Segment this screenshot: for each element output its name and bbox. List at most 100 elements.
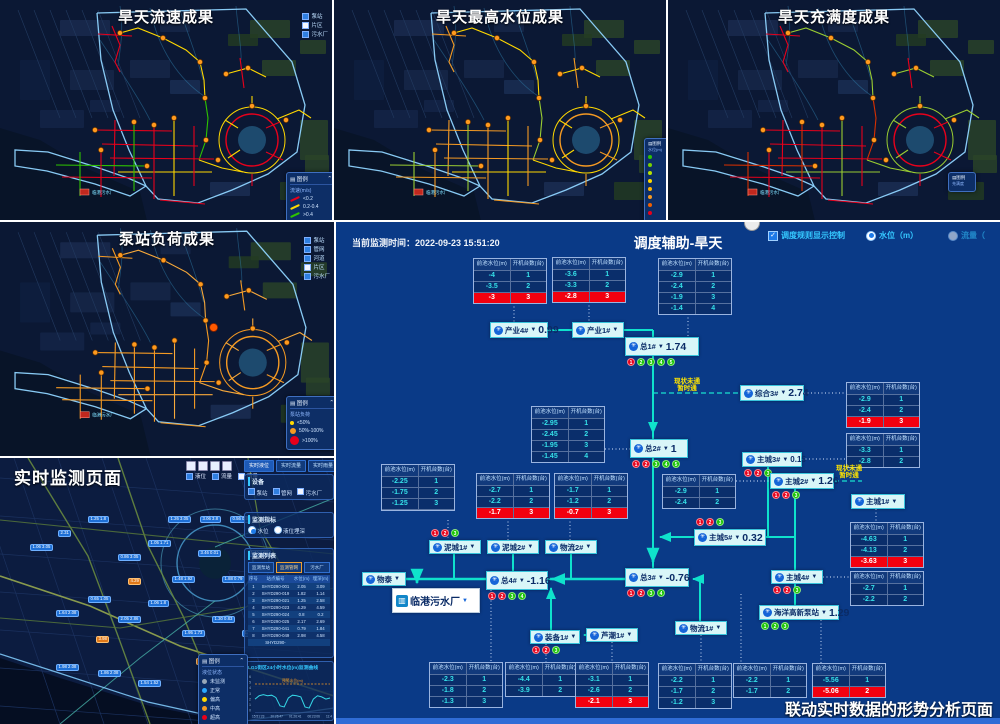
table-row[interactable]: 2 SHYD290-019 1.82 1.14 xyxy=(248,590,330,597)
dropdown-icon[interactable]: ▼ xyxy=(518,577,525,584)
checkbox-icon[interactable] xyxy=(304,245,312,253)
pump-node[interactable]: ✳ 泥城2# ▼ xyxy=(487,540,539,554)
checkbox-icon[interactable] xyxy=(212,472,220,480)
dropdown-icon[interactable]: ▼ xyxy=(810,478,817,484)
table-row[interactable]: SHYD290- xyxy=(248,639,330,646)
pump-node[interactable]: ✳ 产业1# ▼ xyxy=(572,322,624,338)
dropdown-icon[interactable]: ▼ xyxy=(612,327,619,333)
pump-node[interactable]: ✳ 泥城1# ▼ xyxy=(429,540,481,554)
pump-node[interactable]: ✳ 主城3# ▼ 0.15 xyxy=(742,452,806,467)
dropdown-icon[interactable]: ▼ xyxy=(585,544,592,550)
checkbox-icon[interactable] xyxy=(304,272,312,280)
layer-toggle[interactable]: 河道 xyxy=(304,254,330,262)
dropdown-icon[interactable]: ▼ xyxy=(715,625,722,631)
checkbox-icon[interactable] xyxy=(304,236,312,244)
table-row[interactable]: 7 SHYD290-041 0.79 1.84 xyxy=(248,625,330,632)
collapse-icon[interactable]: ⌃ xyxy=(327,176,332,182)
list-filter-button[interactable]: 监测泵站 xyxy=(248,562,274,573)
pump-node[interactable]: ✳ 芦潮1# ▼ xyxy=(586,628,638,642)
pump-node[interactable]: ✳ 总4# ▼ -1.16 xyxy=(486,571,551,590)
monitor-table[interactable]: 序号 站点编号 水位(m) 埋深(m) 1 SHYD290-001 2.05 3.09 2 SHY… xyxy=(248,575,330,646)
pump-node[interactable]: ✳ 主城5# ▼ 0.32 xyxy=(694,529,766,546)
checkbox-icon[interactable] xyxy=(302,21,310,29)
pumpload-map[interactable]: 临港污水厂 xyxy=(0,222,334,456)
tab-实时液位[interactable]: 实时液位 xyxy=(244,460,274,472)
waterlevel-legend[interactable]: ▤图例 水位(m) xyxy=(644,138,666,220)
indicator-radio[interactable]: 液位埋深 xyxy=(273,526,305,535)
pump-node[interactable]: ✳ 主城1# ▼ xyxy=(851,494,905,509)
checkbox-icon[interactable] xyxy=(304,254,312,262)
pump-node[interactable]: ✳ 总2# ▼ 1 xyxy=(630,439,688,458)
dropdown-icon[interactable]: ▼ xyxy=(811,574,818,580)
pump-node[interactable]: ✳ 综合3# ▼ 2.74 xyxy=(740,385,809,401)
layer-toggle[interactable]: 管网 xyxy=(304,245,330,253)
pump-node[interactable]: ✳ 海洋高新泵站 ▼ 1.29 xyxy=(759,605,849,620)
table-row[interactable]: 3 SHYD290-021 1.25 2.58 xyxy=(248,597,330,604)
tab-实时雨量[interactable]: 实时雨量 xyxy=(308,460,334,472)
rule-display-toggle[interactable]: ✓ 调度规则显示控制 xyxy=(768,230,845,241)
pump-node[interactable]: ✳ 主城2# ▼ 1.26 xyxy=(770,473,839,489)
velocity-legend[interactable]: ▤ 图例 ⌃ 流速(m/s) <0.2 0.2-0.4 >0.4 xyxy=(286,172,332,220)
treatment-plant-node[interactable]: ▥ 临港污水厂 ▼ xyxy=(392,588,480,613)
layer-toggle[interactable]: 片区 xyxy=(302,21,328,29)
pump-node[interactable]: ✳ 产业4# ▼ 0.99 xyxy=(490,322,559,338)
tab-实时流量[interactable]: 实时流量 xyxy=(276,460,306,472)
dropdown-icon[interactable]: ▼ xyxy=(780,390,787,396)
device-toggle[interactable]: 泵站 xyxy=(248,488,268,497)
dropdown-icon[interactable]: ▼ xyxy=(657,343,664,350)
dropdown-icon[interactable]: ▼ xyxy=(462,597,468,604)
checkbox-icon[interactable] xyxy=(302,12,310,20)
table-row[interactable]: 1 SHYD290-001 2.05 3.09 xyxy=(248,583,330,590)
dropdown-icon[interactable]: ▼ xyxy=(469,544,476,550)
device-toggle[interactable]: 管网 xyxy=(272,488,292,497)
collapse-icon[interactable]: ⌃ xyxy=(329,400,334,406)
list-filter-button[interactable]: 监测管网 xyxy=(276,562,302,573)
pump-node[interactable]: ✳ 物流1# ▼ xyxy=(675,621,727,635)
layer-toggle[interactable]: 片区 xyxy=(304,263,330,271)
fullness-map[interactable]: 临港污水厂 xyxy=(668,0,1000,220)
table-row[interactable]: 6 SHYD290-025 2.17 2.69 xyxy=(248,618,330,625)
layer-toggle[interactable]: 污水厂 xyxy=(304,272,330,280)
collapse-icon[interactable]: ⌃ xyxy=(239,658,244,664)
table-row[interactable]: 4 SHYD290-023 4.29 4.59 xyxy=(248,604,330,611)
pump-node[interactable]: ✳ 物流2# ▼ xyxy=(545,540,597,554)
dropdown-icon[interactable]: ▼ xyxy=(891,498,898,505)
velocity-map[interactable]: 临港污水厂 xyxy=(0,0,332,220)
layer-toggle[interactable]: 污水厂 xyxy=(302,30,328,38)
radio-water-level[interactable]: 水位（m） xyxy=(866,230,918,241)
fullness-legend[interactable]: ▤图例 充满度 xyxy=(948,172,976,192)
checkbox-checked-icon[interactable]: ✓ xyxy=(768,230,778,241)
radio-off-icon[interactable] xyxy=(948,230,958,241)
dropdown-icon[interactable]: ▼ xyxy=(662,445,669,452)
pump-node[interactable]: ✳ 物泰 ▼ xyxy=(362,572,406,586)
pump-node[interactable]: ✳ 总3# ▼ -0.76 xyxy=(625,568,690,587)
indicator-radio[interactable]: 水位 xyxy=(248,526,269,535)
dropdown-icon[interactable]: ▼ xyxy=(626,632,633,638)
radio-flow[interactable]: 流量（ xyxy=(948,230,985,241)
list-filter-button[interactable]: 污水厂 xyxy=(304,562,330,573)
pump-node[interactable]: ✳ 主城4# ▼ xyxy=(771,570,823,584)
map-layer-toggle[interactable]: 液位 xyxy=(186,472,206,480)
locate-icon[interactable] xyxy=(210,461,220,471)
checkbox-icon[interactable] xyxy=(304,263,312,271)
map-layer-toggle[interactable]: 流量 xyxy=(212,472,232,480)
realtime-legend[interactable]: ▤ 图例 ⌃ 液位状态 未监测 正常 偏高 中高 超高 xyxy=(198,654,248,724)
zoom-out-icon[interactable] xyxy=(198,461,208,471)
zoom-in-icon[interactable] xyxy=(186,461,196,471)
dropdown-icon[interactable]: ▼ xyxy=(821,609,827,616)
pump-node[interactable]: ✳ 总1# ▼ 1.74 xyxy=(625,337,699,356)
measure-icon[interactable] xyxy=(222,461,232,471)
table-row[interactable]: 5 SHYD290-024 0.8 0.2 xyxy=(248,611,330,618)
dropdown-icon[interactable]: ▼ xyxy=(657,574,664,581)
checkbox-icon[interactable] xyxy=(302,30,310,38)
table-row[interactable]: 8 SHYD290-049 2.98 4.58 xyxy=(248,632,330,639)
layer-toggle[interactable]: 泵站 xyxy=(304,236,330,244)
dropdown-icon[interactable]: ▼ xyxy=(394,576,400,582)
dropdown-icon[interactable]: ▼ xyxy=(570,634,577,640)
pump-node[interactable]: ✳ 装备1# ▼ xyxy=(530,630,580,644)
device-toggle[interactable]: 污水厂 xyxy=(297,488,322,497)
dropdown-icon[interactable]: ▼ xyxy=(527,544,534,550)
radio-on-icon[interactable] xyxy=(866,230,876,241)
map-toolbar[interactable] xyxy=(186,461,232,471)
checkbox-icon[interactable] xyxy=(186,472,193,480)
